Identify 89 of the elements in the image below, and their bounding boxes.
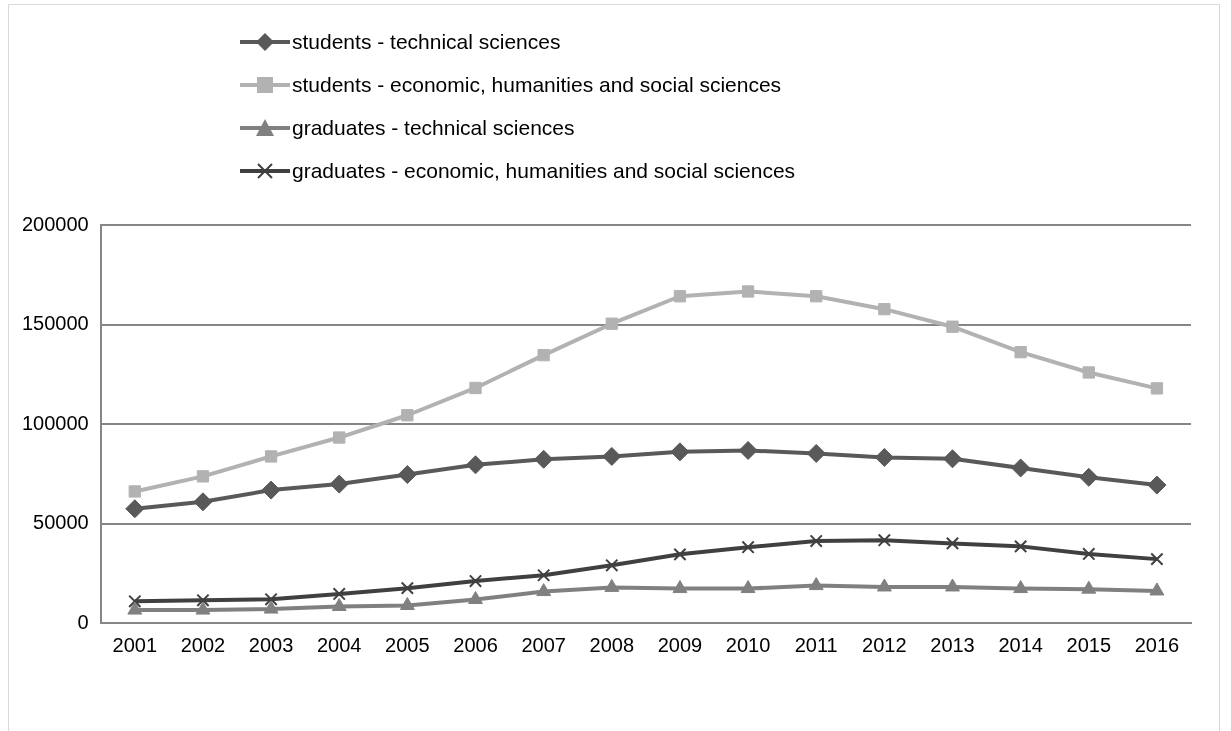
point	[399, 596, 415, 610]
x-tick-label: 2004	[316, 633, 362, 656]
point	[332, 587, 346, 601]
legend-label: graduates - economic, humanities and social sciences	[292, 158, 796, 183]
point	[469, 381, 482, 395]
point	[877, 533, 892, 547]
point	[264, 450, 278, 463]
point	[876, 578, 892, 592]
point	[741, 285, 755, 298]
point	[263, 600, 279, 614]
x-tick-label: 2005	[385, 633, 430, 656]
point	[670, 442, 690, 462]
point	[1082, 366, 1095, 379]
point	[466, 455, 486, 475]
x-tick-label: 2001	[112, 633, 158, 656]
point	[740, 580, 756, 594]
y-tick-label: 50000	[33, 511, 89, 534]
point	[605, 317, 618, 330]
point	[810, 290, 823, 303]
x-tick-label: 2016	[1134, 633, 1180, 656]
x-tick-label: 2008	[589, 633, 635, 656]
point	[605, 558, 619, 572]
point	[945, 536, 960, 551]
legend-label: graduates - technical sciences	[292, 115, 575, 140]
point	[401, 409, 414, 422]
point	[943, 449, 963, 469]
point	[806, 443, 826, 463]
x-tick-label: 2011	[794, 633, 838, 656]
point	[1147, 475, 1167, 495]
point	[534, 449, 554, 469]
point	[536, 583, 552, 597]
point	[673, 290, 687, 303]
point	[125, 499, 145, 519]
point	[196, 593, 210, 607]
point	[400, 581, 415, 595]
x-tick-label: 2014	[998, 633, 1043, 656]
point	[946, 320, 959, 333]
point	[602, 446, 622, 466]
point	[878, 303, 891, 316]
point	[1013, 539, 1028, 554]
point	[537, 348, 550, 362]
point	[331, 597, 347, 611]
point	[945, 578, 960, 592]
point	[264, 592, 278, 606]
point	[1081, 580, 1097, 594]
point	[1013, 580, 1029, 594]
point	[604, 578, 620, 592]
point	[738, 440, 758, 460]
point	[193, 492, 213, 512]
point	[468, 574, 483, 588]
y-tick-label: 0	[77, 610, 89, 633]
point	[128, 594, 142, 608]
point	[808, 577, 824, 591]
point	[672, 580, 688, 594]
x-tick-label: 2002	[180, 633, 226, 656]
point	[127, 601, 143, 615]
x-tick-label: 2006	[453, 633, 498, 656]
point	[537, 568, 551, 582]
point	[673, 547, 687, 561]
point	[809, 534, 823, 548]
legend-label: students - economic, humanities and social sciences	[292, 72, 782, 97]
x-tick-label: 2003	[248, 633, 294, 656]
point	[1014, 346, 1027, 359]
x-tick-label: 2012	[862, 633, 907, 656]
point	[874, 447, 894, 467]
legend-label: students - technical sciences	[292, 29, 561, 54]
point	[1011, 458, 1031, 478]
point	[261, 480, 281, 500]
point	[329, 474, 349, 494]
y-tick-label: 100000	[21, 411, 89, 434]
x-tick-label: 2010	[725, 633, 771, 656]
point	[397, 465, 417, 485]
point	[1150, 382, 1164, 395]
point	[195, 601, 211, 615]
point	[128, 485, 141, 498]
point	[468, 591, 483, 605]
point	[196, 470, 210, 483]
point	[1079, 467, 1099, 487]
point	[1150, 552, 1164, 566]
y-tick-label: 200000	[21, 212, 89, 235]
point	[1149, 582, 1165, 596]
x-tick-label: 2013	[930, 633, 975, 656]
x-tick-label: 2007	[521, 633, 566, 656]
point	[741, 540, 755, 554]
point	[1082, 547, 1096, 561]
y-tick-label: 150000	[21, 312, 89, 335]
x-tick-label: 2015	[1066, 633, 1112, 656]
point	[333, 431, 346, 444]
x-tick-label: 2009	[657, 633, 703, 656]
